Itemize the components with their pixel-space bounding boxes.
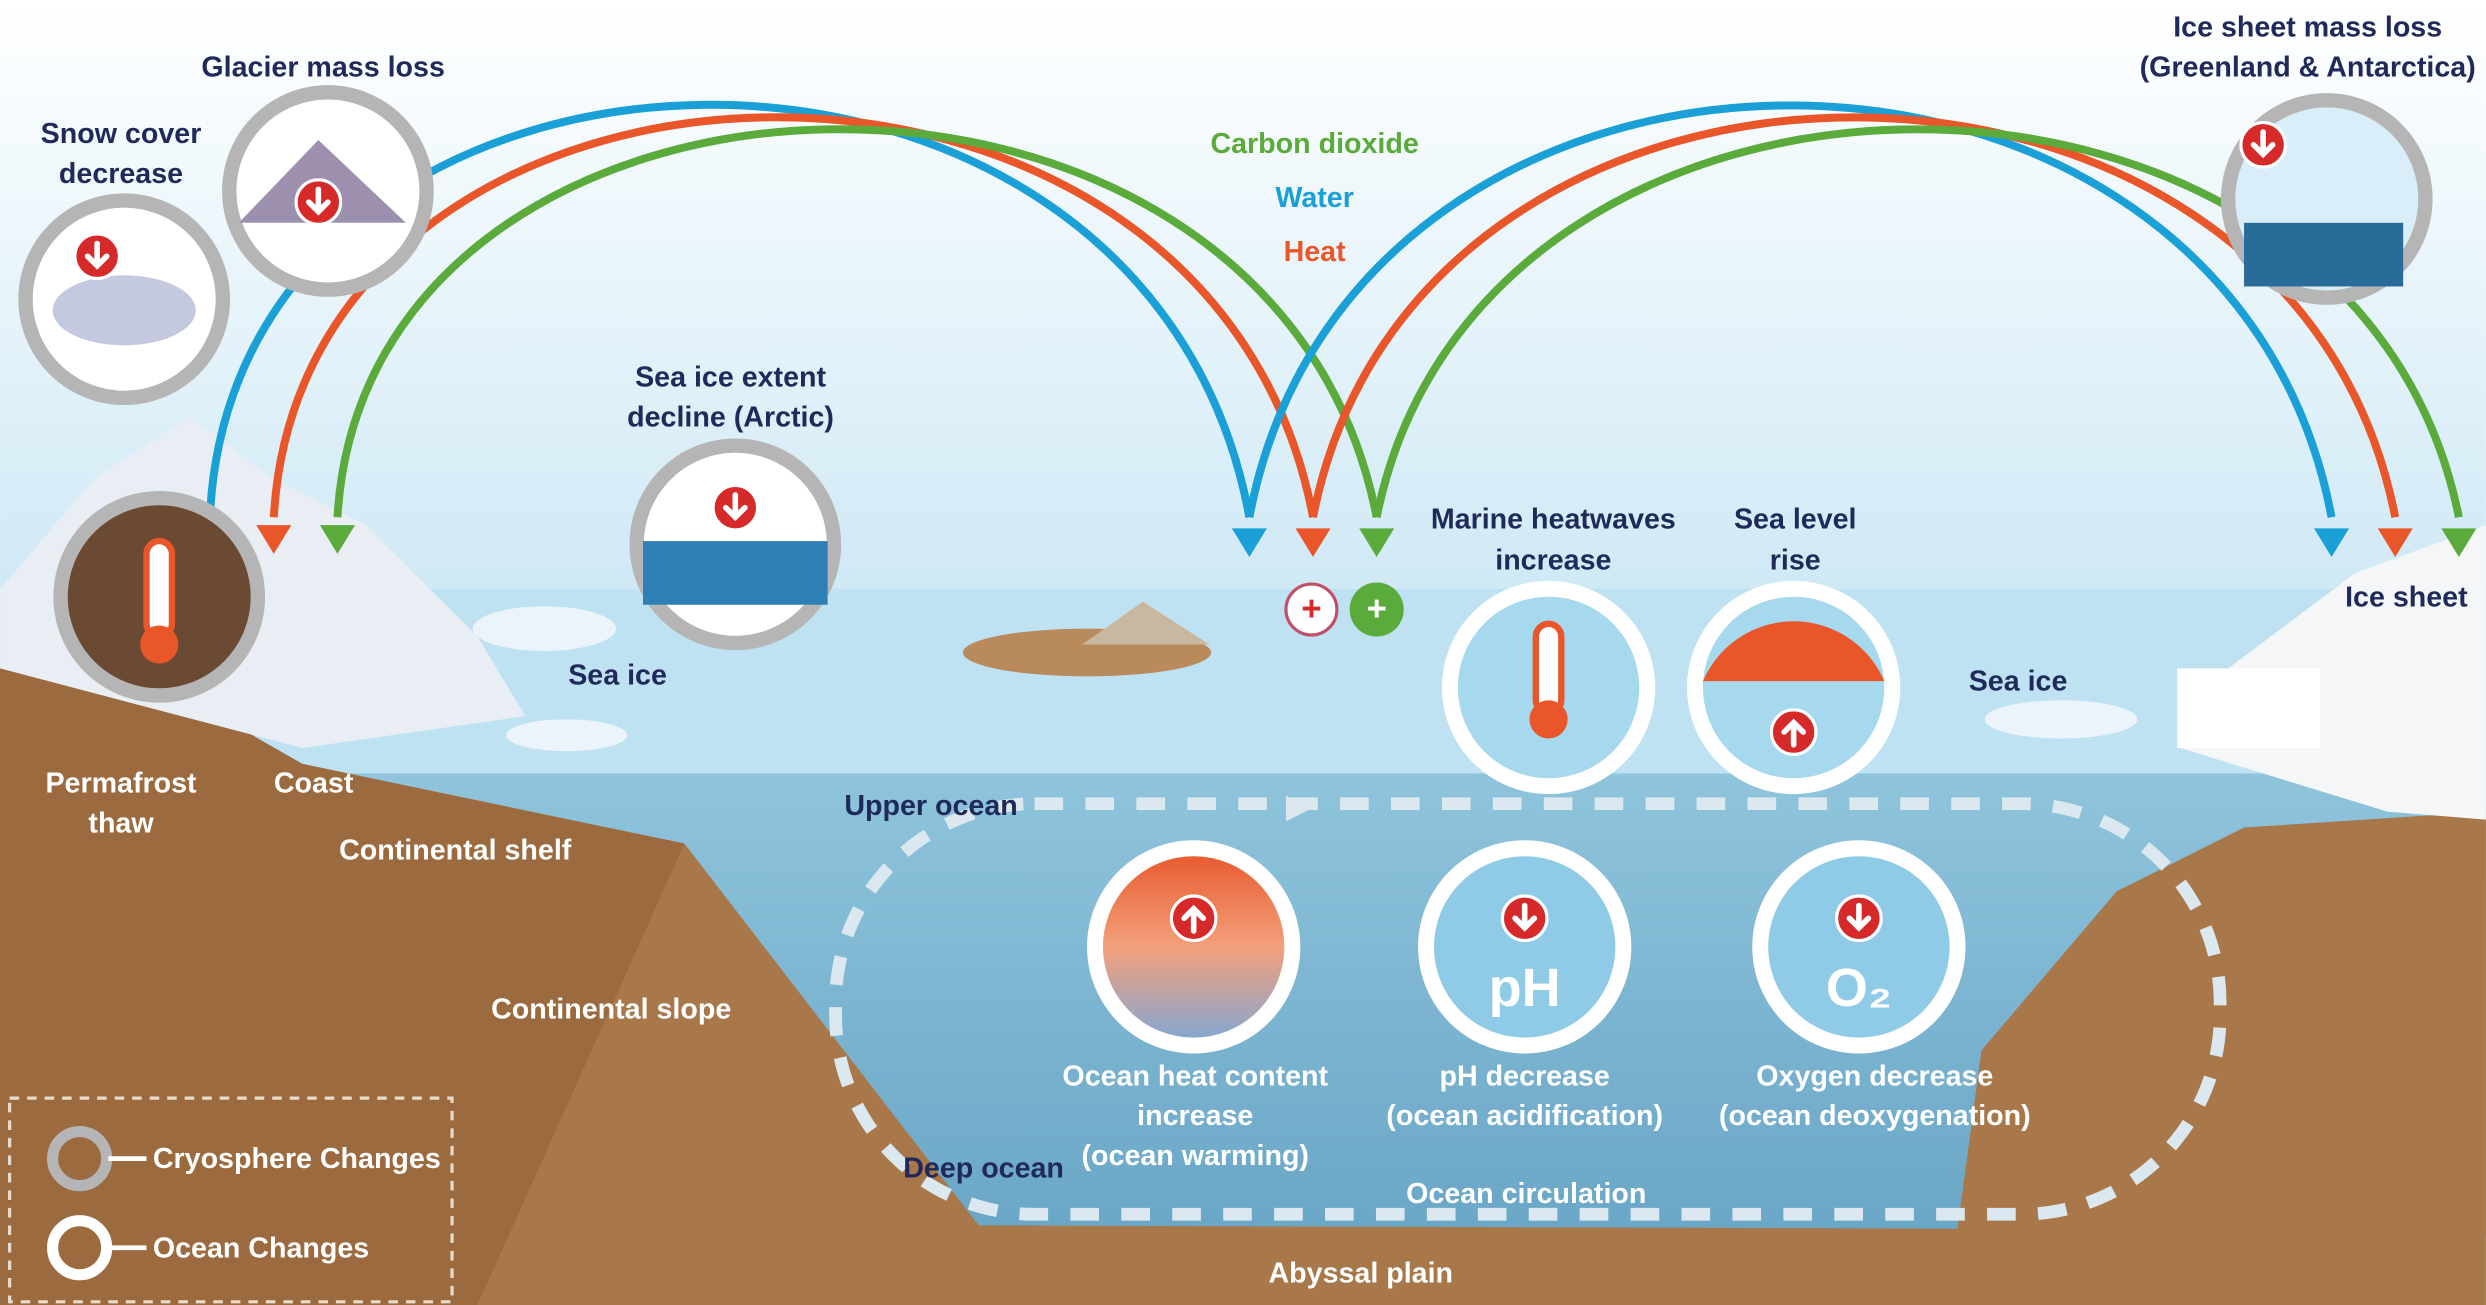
ice-shelf — [2177, 668, 2321, 748]
legend-label: Cryosphere Changes — [153, 1143, 441, 1175]
arrowheads — [256, 525, 2477, 558]
ice-floe — [472, 606, 616, 651]
label: decrease — [59, 158, 183, 190]
co2-arc — [1372, 125, 2463, 519]
island-hill — [1082, 601, 1210, 645]
place-label: Continental slope — [491, 994, 731, 1026]
flow-label: Carbon dioxide — [1210, 128, 1418, 160]
sea-level-city — [1702, 621, 1885, 682]
label: decline (Arctic) — [627, 402, 834, 434]
label: Sea level — [1734, 503, 1857, 535]
legend-cryosphere-swatch — [47, 1125, 113, 1192]
label: Ice sheet mass loss — [2173, 12, 2442, 44]
legend-ocean-swatch — [47, 1215, 113, 1281]
circulation-arrow — [1285, 795, 1312, 822]
label: thaw — [88, 807, 154, 839]
label: Marine heatwaves — [1431, 503, 1676, 535]
place-label: Continental shelf — [339, 834, 572, 866]
label: rise — [1770, 545, 1821, 577]
sea-level-circle — [1687, 580, 1901, 795]
label: increase — [1495, 545, 1611, 577]
arrowhead — [319, 525, 355, 554]
plus-sign: + — [1301, 590, 1321, 629]
heat-arc — [1309, 113, 2400, 518]
plus-badge — [1349, 582, 1404, 637]
place-label: Sea ice — [568, 659, 667, 691]
place-label: Ocean circulation — [1406, 1178, 1646, 1210]
label: increase — [1137, 1100, 1253, 1132]
label: Oxygen decrease — [1756, 1060, 1993, 1092]
plus-badge — [1284, 582, 1339, 637]
heat-arc — [269, 113, 1317, 518]
decrease-icon — [296, 180, 341, 225]
label: Snow cover — [41, 118, 202, 150]
decrease-icon — [1837, 896, 1882, 941]
place-label: Deep ocean — [903, 1153, 1064, 1185]
increase-icon — [1771, 710, 1816, 755]
place-label: Upper ocean — [844, 790, 1017, 822]
thermometer — [143, 537, 176, 640]
label: Glacier mass loss — [201, 51, 444, 83]
oxygen-symbol: O₂ — [1826, 958, 1892, 1018]
water-arc — [206, 100, 1254, 518]
place-label: Coast — [274, 768, 354, 800]
ice-floe — [506, 719, 628, 752]
thermometer-bulb — [1529, 700, 1568, 739]
label: (ocean warming) — [1082, 1140, 1309, 1172]
plus-sign: + — [1366, 590, 1386, 629]
ph-circle — [1418, 840, 1632, 1054]
arrowhead — [1231, 528, 1267, 558]
decrease-icon — [1502, 896, 1547, 941]
label: (Greenland & Antarctica) — [2140, 51, 2476, 83]
label: pH decrease — [1440, 1060, 1610, 1092]
thermometer — [1532, 620, 1565, 717]
decrease-icon — [75, 234, 120, 279]
arrowhead — [256, 525, 292, 554]
flow-arcs — [206, 100, 2463, 519]
ocean-circulation-loop — [829, 797, 2227, 1221]
arrowhead — [2314, 528, 2350, 558]
decrease-icon — [713, 485, 758, 530]
arrowhead — [2377, 528, 2413, 558]
legend-box — [8, 1096, 454, 1304]
continental-land — [0, 668, 685, 1305]
decrease-icon — [2241, 123, 2286, 168]
flow-label: Water — [1275, 182, 1353, 214]
flow-label: Heat — [1284, 236, 1347, 268]
arrowhead — [2441, 528, 2477, 558]
seafloor — [0, 668, 2486, 1305]
ice-floe — [1984, 700, 2138, 739]
oxygen-circle — [1752, 840, 1966, 1054]
ph-symbol: pH — [1489, 958, 1561, 1018]
heat-content-circle — [1087, 840, 1301, 1054]
label: Permafrost — [45, 768, 197, 800]
ice-sheet-water — [2244, 222, 2404, 287]
label: (ocean acidification) — [1386, 1100, 1663, 1132]
arrowhead — [1359, 528, 1395, 558]
label: (ocean deoxygenation) — [1719, 1100, 2031, 1132]
place-label: Sea ice — [1969, 666, 2068, 698]
label: Sea ice extent — [635, 362, 826, 394]
place-label: Abyssal plain — [1268, 1258, 1453, 1290]
arrowhead — [1295, 528, 1331, 558]
label: Ocean heat content — [1062, 1060, 1328, 1092]
place-label: Ice sheet — [2345, 581, 2468, 613]
water-arc — [1245, 101, 2336, 518]
co2-arc — [333, 125, 1381, 518]
place-label: Ice shelf — [2188, 699, 2303, 731]
legend-label: Ocean Changes — [153, 1232, 369, 1264]
sea-ice-water — [643, 541, 828, 605]
thermometer-bulb — [140, 625, 179, 664]
increase-icon — [1171, 896, 1216, 941]
cloud — [52, 275, 196, 346]
